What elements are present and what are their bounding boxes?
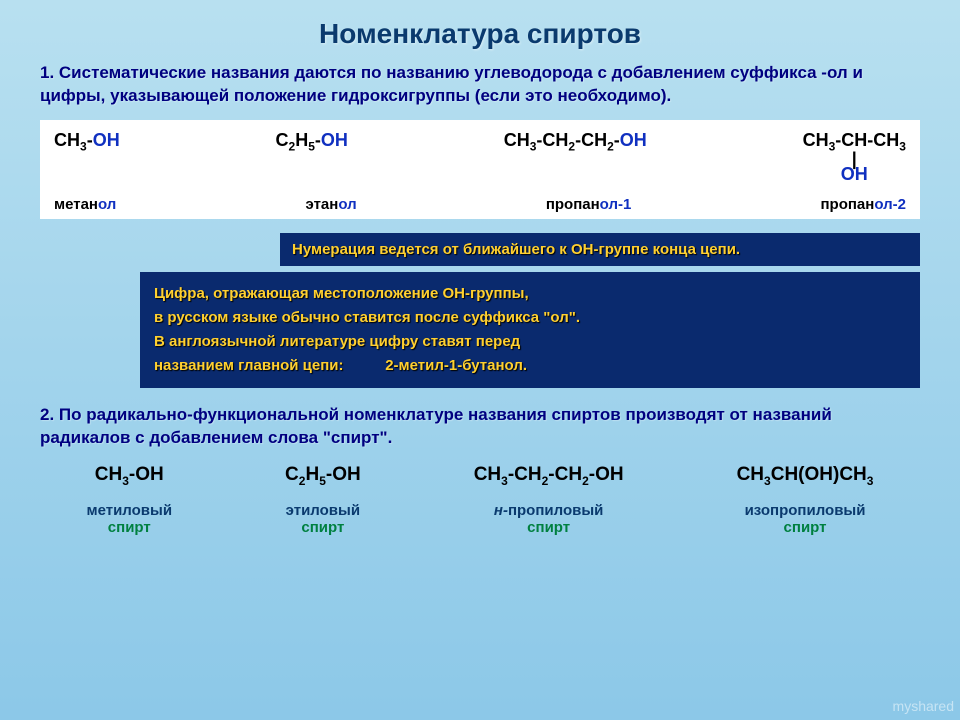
name-propanol-1: пропанол-1 bbox=[546, 196, 632, 213]
radical-n-propyl: CH3-CH2-CH2-OH н-пропиловыйспирт bbox=[474, 464, 624, 536]
formula-names-row: метанол этанол пропанол-1 пропанол-2 bbox=[54, 196, 906, 213]
infobox-line-4: названием главной цепи: 2-метил-1-бутано… bbox=[154, 354, 906, 378]
page-title: Номенклатура спиртов bbox=[0, 0, 960, 62]
suffix-position-infobox: Цифра, отражающая местоположение ОН-груп… bbox=[140, 272, 920, 388]
infobox-line-2: в русском языке обычно ставится после су… bbox=[154, 306, 906, 330]
infobox-line-1: Цифра, отражающая местоположение ОН-груп… bbox=[154, 282, 906, 306]
name-ethanol: этанол bbox=[305, 196, 356, 213]
formula-propanol-2: CH3-CH-CH3 | OH bbox=[803, 130, 906, 182]
formula-ethanol: C2H5-OH bbox=[276, 130, 348, 154]
name-propanol-2: пропанол-2 bbox=[820, 196, 906, 213]
radical-examples-row: CH3-OH метиловыйспирт C2H5-OH этиловыйсп… bbox=[0, 460, 960, 536]
radical-ethyl: C2H5-OH этиловыйспирт bbox=[285, 464, 361, 536]
watermark: myshared bbox=[893, 698, 954, 714]
formula-propanol-1: CH3-CH2-CH2-OH bbox=[504, 130, 647, 154]
formula-methanol: CH3-OH bbox=[54, 130, 120, 154]
name-methanol: метанол bbox=[54, 196, 116, 213]
radical-methyl: CH3-OH метиловыйспирт bbox=[86, 464, 172, 536]
infobox-line-3: В англоязычной литературе цифру ставят п… bbox=[154, 330, 906, 354]
numbering-notice: Нумерация ведется от ближайшего к ОН-гру… bbox=[280, 233, 920, 266]
radical-rule-text: 2. По радикально-функциональной номенкла… bbox=[0, 388, 960, 460]
systematic-rule-text: 1. Систематические названия даются по на… bbox=[0, 62, 960, 120]
radical-isopropyl: CH3CH(OH)CH3 изопропиловыйспирт bbox=[737, 464, 874, 536]
formula-row: CH3-OH C2H5-OH CH3-CH2-CH2-OH CH3-CH-CH3… bbox=[54, 130, 906, 182]
formula-examples-box: CH3-OH C2H5-OH CH3-CH2-CH2-OH CH3-CH-CH3… bbox=[40, 120, 920, 219]
